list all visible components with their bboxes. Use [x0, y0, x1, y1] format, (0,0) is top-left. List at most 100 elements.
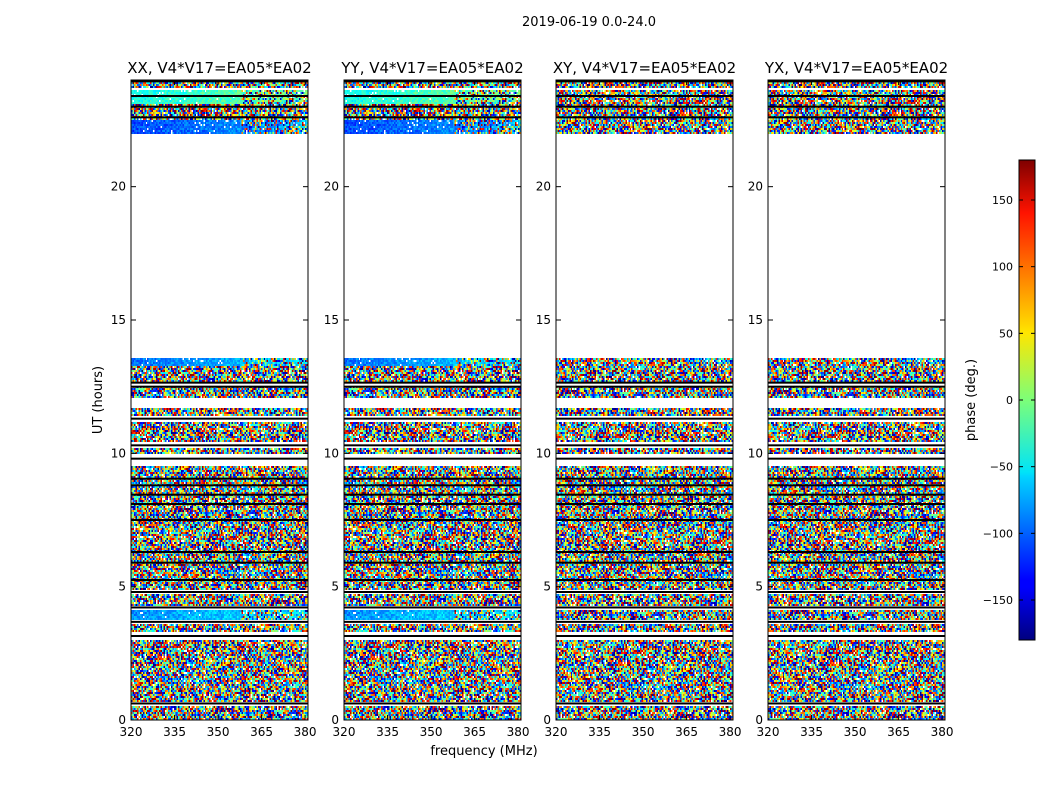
flag-line — [768, 579, 945, 581]
y-tick-label: 0 — [331, 713, 339, 727]
flag-line — [556, 105, 733, 108]
flag-line — [556, 385, 733, 388]
flag-line — [768, 116, 945, 119]
panel-2: YY, V4*V17=EA05*EA02 320 335 350 365 380 0 5 10 1… — [324, 59, 530, 739]
flag-line — [344, 477, 521, 480]
flag-line — [344, 551, 521, 553]
x-tick-label: 335 — [376, 725, 399, 739]
flag-line — [556, 620, 733, 623]
flag-line — [556, 702, 733, 705]
x-tick-label: 365 — [463, 725, 486, 739]
colorbar-tick-label: 150 — [992, 194, 1013, 207]
x-tick-label: 380 — [719, 725, 742, 739]
y-tick-label: 0 — [118, 713, 126, 727]
flag-line — [556, 551, 733, 553]
colorbar-tick-label: −100 — [983, 527, 1013, 540]
flag-line — [344, 702, 521, 705]
flag-line — [131, 551, 308, 553]
flag-line — [556, 95, 733, 97]
flag-line — [344, 385, 521, 388]
x-tick-label: 320 — [333, 725, 356, 739]
colorbar-ticks: −150 −100 −50 0 50 100 150 — [983, 194, 1035, 607]
flag-line — [131, 381, 308, 384]
flag-line — [131, 606, 308, 609]
panel-frame — [130, 79, 309, 721]
panel-frame — [555, 79, 734, 721]
y-tick-label: 5 — [118, 580, 126, 594]
y-tick-label: 10 — [748, 446, 763, 460]
x-tick-label: 320 — [757, 725, 780, 739]
heatmap-image — [768, 80, 945, 720]
colorbar-tick-label: −150 — [983, 594, 1013, 607]
flag-line — [344, 105, 521, 108]
flag-line — [556, 591, 733, 593]
x-tick-label: 335 — [800, 725, 823, 739]
y-tick-label: 20 — [536, 180, 551, 194]
x-tick-label: 350 — [420, 725, 443, 739]
y-tick-label: 5 — [543, 580, 551, 594]
panel-title: XY, V4*V17=EA05*EA02 — [553, 59, 736, 77]
panel-1: XX, V4*V17=EA05*EA02 320 335 350 365 380 0 5 10 1… — [111, 59, 317, 739]
flag-line — [556, 457, 733, 460]
panel-title: XX, V4*V17=EA05*EA02 — [127, 59, 311, 77]
flag-line — [768, 551, 945, 553]
y-tick-label: 0 — [755, 713, 763, 727]
flag-line — [131, 620, 308, 623]
flag-line — [556, 444, 733, 447]
colorbar-tick-label: 0 — [1006, 394, 1013, 407]
panel-3: XY, V4*V17=EA05*EA02 320 335 350 365 380 0 5 10 1… — [536, 59, 742, 739]
panel-frame — [343, 79, 522, 721]
flag-line — [768, 606, 945, 609]
flag-line — [768, 591, 945, 593]
x-tick-label: 365 — [887, 725, 910, 739]
flag-line — [768, 385, 945, 388]
flag-line — [131, 477, 308, 480]
colorbar-label: phase (deg.) — [964, 359, 979, 441]
flag-line — [131, 503, 308, 505]
panel-title: YY, V4*V17=EA05*EA02 — [340, 59, 523, 77]
flag-line — [131, 493, 308, 496]
flag-line — [131, 579, 308, 581]
flag-line — [768, 477, 945, 480]
flag-line — [131, 95, 308, 97]
flag-line — [556, 635, 733, 637]
flag-line — [556, 417, 733, 420]
flag-line — [768, 702, 945, 705]
flag-line — [768, 561, 945, 564]
flag-line — [768, 620, 945, 623]
flag-line — [768, 503, 945, 505]
x-tick-label: 365 — [250, 725, 273, 739]
figure-suptitle: 2019-06-19 0.0-24.0 — [522, 15, 656, 30]
flag-line — [131, 635, 308, 637]
flag-line — [131, 444, 308, 447]
flag-line — [768, 493, 945, 496]
y-tick-label: 0 — [543, 713, 551, 727]
flag-line — [768, 105, 945, 108]
flag-line — [556, 579, 733, 581]
x-tick-label: 380 — [507, 725, 530, 739]
colorbar: −150 −100 −50 0 50 100 150 phase (deg.) — [964, 159, 1036, 641]
colorbar-tick-label: 50 — [999, 327, 1013, 340]
y-tick-label: 15 — [324, 313, 339, 327]
y-tick-label: 15 — [111, 313, 126, 327]
flag-line — [344, 381, 521, 384]
flag-line — [768, 635, 945, 637]
x-tick-label: 320 — [545, 725, 568, 739]
flag-line — [344, 417, 521, 420]
x-tick-label: 380 — [294, 725, 317, 739]
flag-line — [344, 620, 521, 623]
panel-frame — [767, 79, 946, 721]
heatmap-image — [556, 80, 733, 720]
flag-line — [768, 457, 945, 460]
flag-line — [131, 591, 308, 593]
x-tick-label: 380 — [931, 725, 954, 739]
flag-line — [131, 105, 308, 108]
flag-line — [131, 385, 308, 388]
x-tick-label: 350 — [632, 725, 655, 739]
flag-line — [556, 477, 733, 480]
y-tick-label: 20 — [324, 180, 339, 194]
flag-line — [344, 606, 521, 609]
flag-line — [556, 493, 733, 496]
flag-line — [131, 702, 308, 705]
colorbar-tick-label: −50 — [990, 461, 1013, 474]
